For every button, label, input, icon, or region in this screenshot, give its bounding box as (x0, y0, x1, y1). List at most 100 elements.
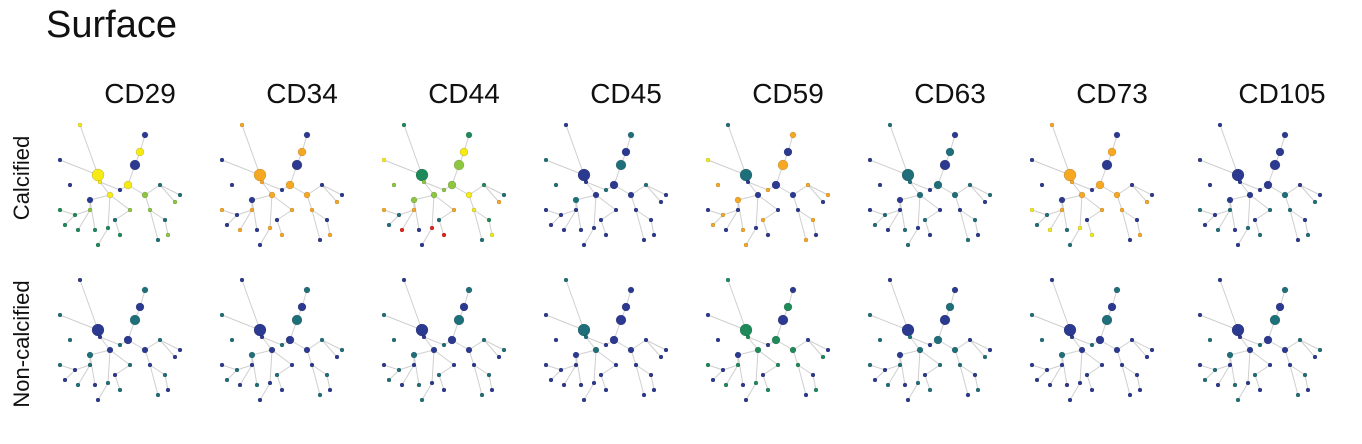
tree-calcified-cd63 (867, 122, 993, 248)
tree-edge (1237, 382, 1249, 401)
tree-node (743, 397, 749, 403)
tree-node (739, 323, 753, 337)
tree-edge (600, 209, 617, 221)
tree-node (627, 191, 635, 199)
tree-node (399, 227, 405, 233)
tree-edge (712, 369, 724, 381)
tree-node (613, 207, 619, 213)
tree-edge (433, 349, 455, 366)
tree-edge (306, 339, 323, 351)
tree-edge (413, 199, 420, 231)
tree-node (1137, 232, 1143, 238)
tree-edge (959, 209, 969, 241)
tree-node (1281, 131, 1289, 139)
tree-edge (575, 354, 582, 386)
tree-node (1137, 387, 1143, 393)
tree-edge (1289, 209, 1306, 221)
tree-edge (271, 194, 293, 211)
tree-node (91, 323, 105, 337)
tree-edge (221, 314, 261, 331)
tree-edge (727, 124, 747, 176)
tree-node (1089, 232, 1095, 238)
tree-edge (797, 364, 814, 376)
tree-node (419, 242, 425, 248)
tree-node (1227, 362, 1233, 368)
tree-node (415, 323, 429, 337)
tree-node (1237, 334, 1243, 340)
tree-node (1232, 227, 1238, 233)
tree-edge (600, 374, 607, 391)
tree-node (430, 346, 438, 354)
tree-edge (1136, 374, 1141, 391)
tree-node (75, 382, 81, 388)
tree-node (129, 314, 141, 326)
tree-node (1207, 182, 1213, 188)
tree-edge (468, 339, 485, 351)
tree-node (789, 346, 797, 354)
tree-node (905, 397, 911, 403)
tree-node (1044, 367, 1050, 373)
tree-node (805, 337, 811, 343)
tree-node (155, 237, 161, 243)
tree-node (987, 347, 993, 353)
tree-node (902, 227, 908, 233)
tree-non-calcified-cd44 (381, 277, 507, 403)
tree-edge (909, 336, 931, 346)
tree-edge (311, 209, 321, 241)
tree-edge (869, 314, 909, 331)
tree-edge (383, 364, 400, 371)
tree-node (813, 232, 819, 238)
tree-edge (438, 219, 445, 236)
tree-edge (1131, 339, 1148, 358)
tree-node (1113, 191, 1121, 199)
tree-node (720, 212, 726, 218)
tree-node (267, 225, 273, 231)
tree-node (117, 387, 123, 393)
tree-node (734, 351, 742, 359)
tree-node (820, 354, 826, 360)
tree-node (957, 362, 963, 368)
tree-node (91, 168, 105, 182)
tree-non-calcified-cd29 (57, 277, 183, 403)
tree-edge (388, 214, 400, 226)
tree-node (129, 159, 141, 171)
tree-node (1252, 217, 1258, 223)
tree-node (760, 217, 766, 223)
tree-node (291, 159, 303, 171)
tree-node (651, 232, 657, 238)
tree-edge (423, 336, 445, 346)
tree-node (303, 191, 311, 199)
tree-node (1049, 277, 1055, 283)
tree-node (641, 237, 647, 243)
tree-node (106, 191, 114, 199)
tree-node (658, 354, 664, 360)
tree-edge (869, 364, 886, 371)
tree-node (795, 362, 801, 368)
tree-edge (917, 349, 921, 384)
tree-edge (909, 181, 931, 191)
tree-node (982, 199, 988, 205)
tree-node (1095, 180, 1105, 190)
tree-node (937, 362, 943, 368)
tree-edge (725, 364, 739, 386)
tree-node (57, 362, 63, 368)
tree-edge (575, 199, 582, 231)
tree-edge (807, 184, 829, 196)
tree-node (1039, 337, 1045, 343)
tree-node (1215, 227, 1221, 233)
tree-edge (1061, 194, 1083, 201)
tree-edge (545, 159, 585, 176)
tree-node (259, 334, 265, 340)
tree-edge (745, 227, 757, 246)
tree-node (285, 335, 295, 345)
tree-node (410, 196, 418, 204)
tree-edge (762, 209, 779, 221)
tree-node (391, 337, 397, 343)
tree-edge (1299, 184, 1321, 196)
tree-edge (1254, 219, 1261, 236)
tree-edge (974, 374, 979, 391)
tree-node (172, 199, 178, 205)
tree-node (561, 227, 567, 233)
tree-node (734, 196, 742, 204)
tree-edge (421, 382, 433, 401)
